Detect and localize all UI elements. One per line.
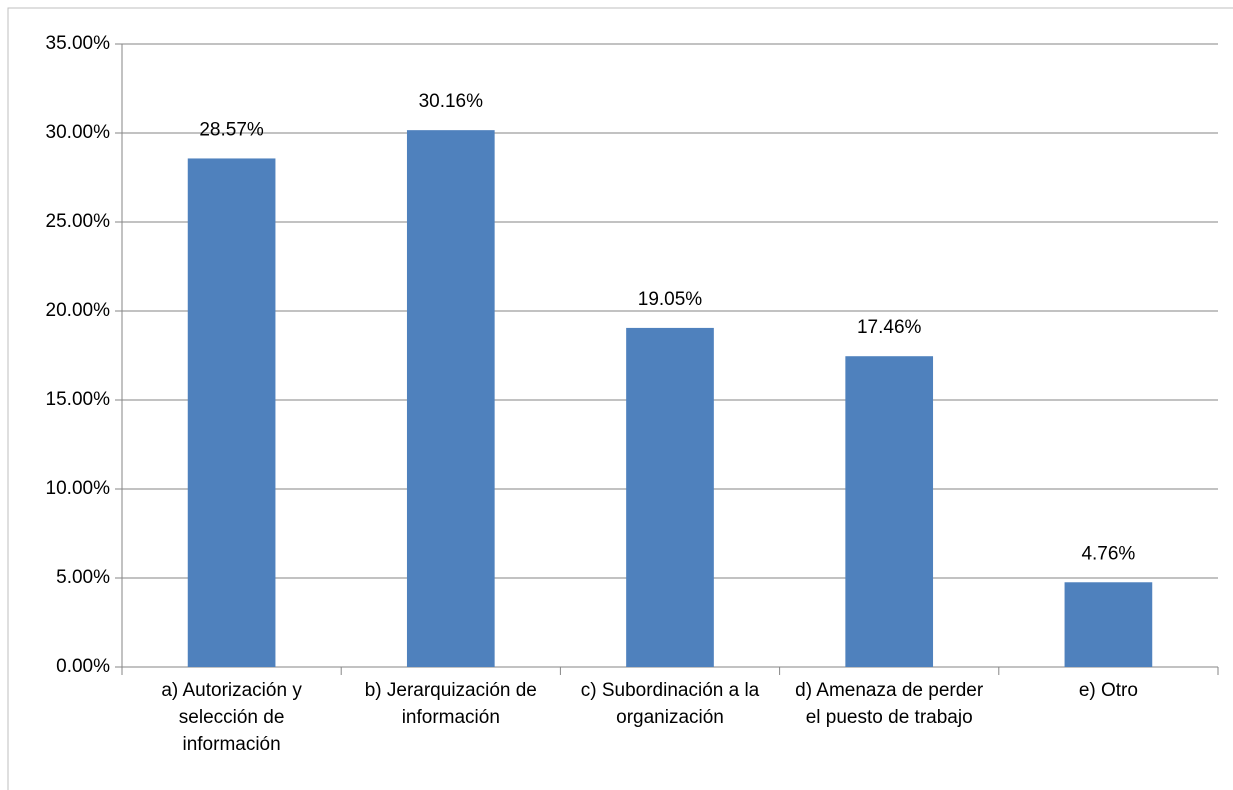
data-label: 17.46% [857,317,922,338]
x-tick-label: d) Amenaza de perder el puesto de trabaj… [795,680,984,728]
data-label: 19.05% [638,289,703,310]
y-tick-label: 35.00% [46,33,111,54]
y-tick-label: 20.00% [46,300,111,321]
y-tick-label: 30.00% [46,122,111,143]
chart-frame [7,7,1233,790]
x-tick-label: b) Jerarquización de información [364,680,537,728]
bar [626,327,714,667]
bar [1064,582,1153,667]
bar [187,158,276,668]
data-label: 30.16% [419,91,484,112]
data-label: 28.57% [199,119,264,140]
y-tick-label: 25.00% [46,211,111,232]
y-tick-label: 15.00% [46,389,111,410]
y-tick-label: 0.00% [56,656,110,677]
y-tick-label: 10.00% [46,478,111,499]
x-tick-label: c) Subordinación a la organización [580,680,760,728]
bar [845,356,934,667]
x-tick-label: e) Otro [1078,680,1138,701]
bar [406,130,495,668]
data-label: 4.76% [1081,543,1135,564]
y-tick-label: 5.00% [56,567,110,588]
x-tick-label: a) Autorización y selección de informaci… [161,680,302,755]
